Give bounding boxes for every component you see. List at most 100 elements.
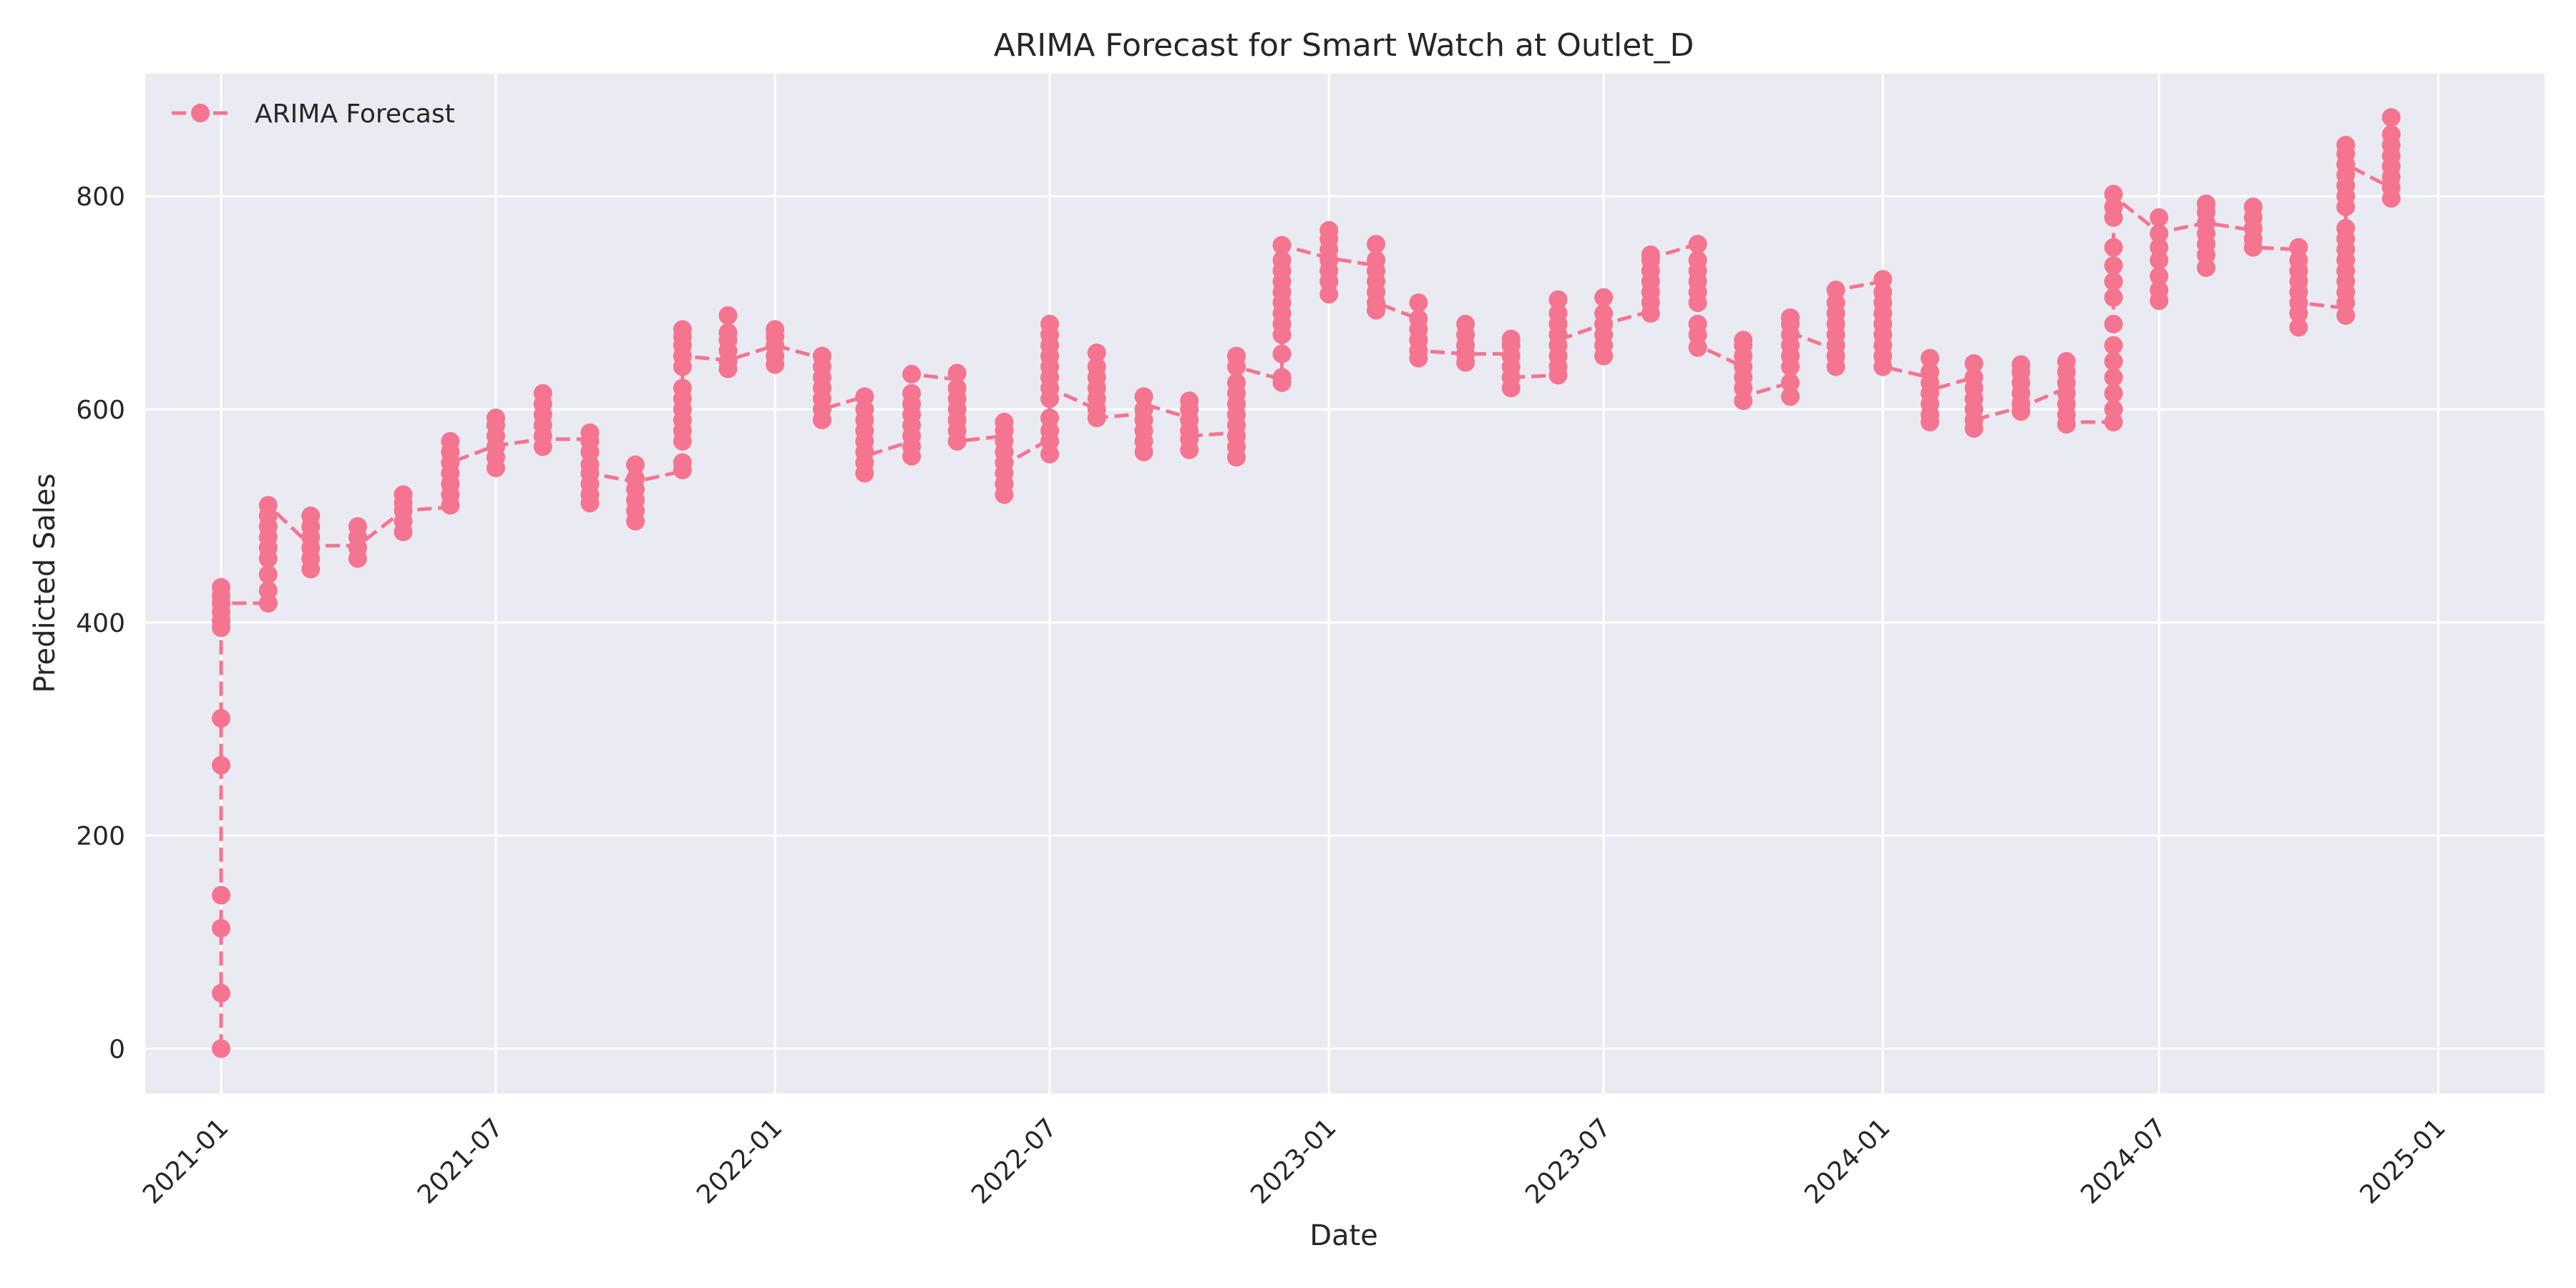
y-tick-label: 400 (76, 609, 125, 638)
data-point (2150, 250, 2169, 270)
x-tick-label: 2024-01 (1799, 1113, 1896, 1209)
data-point (1272, 235, 1292, 255)
data-point (212, 577, 230, 597)
legend-marker (191, 104, 210, 122)
data-point (1826, 293, 1845, 313)
data-point (2104, 368, 2123, 387)
chart-title: ARIMA Forecast for Smart Watch at Outlet… (994, 27, 1694, 64)
data-point (1087, 357, 1106, 376)
data-point (2104, 336, 2123, 355)
data-point (212, 756, 230, 775)
data-point (902, 384, 921, 403)
data-point (2197, 194, 2216, 213)
data-point (1921, 348, 1940, 368)
data-point (1040, 409, 1059, 427)
data-point (486, 409, 505, 427)
data-point (2104, 197, 2123, 217)
data-point (2289, 318, 2308, 337)
data-point (1734, 331, 1753, 350)
data-point (1548, 304, 1568, 323)
data-point (1688, 338, 1707, 357)
x-tick-labels: 2021-01 2021-07 2022-01 2022-07 2023-01 2023-… (137, 1113, 2451, 1209)
data-point (258, 565, 278, 584)
data-point (1367, 235, 1385, 254)
data-point (995, 412, 1014, 431)
data-point (1501, 329, 1521, 348)
data-point (1134, 387, 1153, 406)
data-point (1781, 373, 1800, 392)
data-point (258, 581, 278, 600)
plot-area (145, 74, 2545, 1093)
data-point (1921, 362, 1940, 381)
y-tick-labels: 0 200 400 600 800 (76, 182, 125, 1064)
data-point (1873, 283, 1893, 302)
y-tick-label: 600 (76, 396, 125, 425)
data-point (2104, 256, 2123, 275)
data-point (1040, 444, 1059, 464)
legend: ARIMA Forecast (172, 99, 455, 129)
data-point (580, 455, 600, 474)
data-point (718, 306, 738, 325)
data-point (1594, 288, 1614, 307)
data-point (1134, 400, 1153, 419)
data-point (2104, 238, 2123, 257)
data-point (1781, 308, 1800, 327)
data-point (2104, 384, 2123, 403)
data-point (2150, 280, 2169, 300)
data-point (1964, 354, 1984, 373)
data-point (2104, 314, 2123, 333)
data-point (2381, 108, 2401, 127)
data-point (258, 594, 278, 613)
data-point (2150, 224, 2169, 243)
data-point (2150, 238, 2169, 257)
data-point (1409, 293, 1428, 313)
data-point (2104, 400, 2123, 419)
data-point (212, 708, 230, 728)
data-point (1734, 391, 1753, 411)
data-point (441, 431, 460, 451)
data-point (348, 517, 367, 536)
data-point (1409, 309, 1428, 328)
x-tick-label: 2024-07 (2075, 1113, 2172, 1209)
data-point (1319, 285, 1339, 304)
y-axis-label: Predicted Sales (29, 474, 62, 693)
data-point (626, 469, 645, 488)
data-point (1180, 391, 1199, 411)
data-point (1688, 314, 1707, 333)
data-point (2197, 258, 2216, 277)
data-point (766, 320, 785, 339)
data-point (212, 919, 230, 938)
data-point (1964, 368, 1984, 387)
data-point (947, 379, 967, 398)
data-point (855, 387, 874, 406)
y-tick-label: 800 (76, 182, 125, 212)
x-tick-label: 2022-01 (691, 1113, 788, 1209)
data-point (1272, 368, 1292, 387)
data-point (2336, 135, 2356, 155)
data-point (212, 984, 230, 1002)
data-point (902, 364, 921, 384)
data-point (258, 496, 278, 515)
data-point (1688, 235, 1707, 254)
data-point (626, 455, 645, 474)
data-point (1826, 280, 1845, 300)
x-tick-label: 2021-01 (137, 1113, 234, 1209)
data-point (855, 400, 874, 419)
data-point (1456, 314, 1475, 333)
data-point (1226, 373, 1246, 392)
data-point (2150, 266, 2169, 286)
data-point (212, 1039, 230, 1058)
data-point (1548, 290, 1568, 309)
data-point (1319, 220, 1339, 240)
data-point (2150, 208, 2169, 227)
x-tick-label: 2022-07 (966, 1113, 1063, 1209)
data-point (301, 506, 321, 525)
data-point (812, 346, 831, 366)
data-point (1272, 250, 1292, 270)
data-point (1641, 245, 1660, 265)
data-point (1594, 304, 1614, 323)
data-point (2104, 352, 2123, 371)
data-point (1688, 250, 1707, 270)
data-point (1873, 270, 1893, 289)
